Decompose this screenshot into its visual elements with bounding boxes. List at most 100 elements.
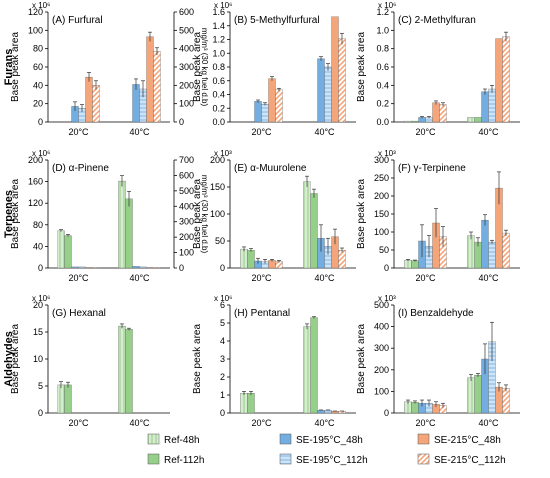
- y-tick-label: 250: [374, 173, 389, 183]
- y-tick-label: 0: [38, 117, 43, 127]
- y-tick-label: 100: [374, 227, 389, 237]
- y-tick-label: 0: [384, 408, 389, 418]
- bar: [474, 117, 482, 123]
- y-tick-label: 5: [220, 318, 225, 328]
- y-tick-label: 80: [33, 44, 43, 54]
- axis-multiplier: x 10⁶: [32, 149, 50, 158]
- bar: [153, 267, 161, 269]
- bar: [331, 16, 339, 123]
- bar: [439, 104, 447, 123]
- row-label: Terpenes: [3, 190, 15, 238]
- bar: [502, 36, 510, 123]
- panel-6: 0 5 10 15 20x 10⁶ Base peak area 20°C 40°C (G) H…: [10, 294, 170, 428]
- axis-multiplier: x 10³: [214, 149, 232, 158]
- y2-axis-label: mg/m³ (30 kg fuel d.b): [200, 175, 209, 254]
- y-tick-label: 0.8: [212, 62, 225, 72]
- bar: [85, 76, 93, 123]
- bar: [317, 58, 325, 123]
- y-tick-label: 400: [374, 322, 389, 332]
- x-tick-label: 40°C: [478, 273, 499, 283]
- x-tick-label: 40°C: [478, 127, 499, 137]
- y-tick-label: 10: [33, 354, 43, 364]
- axis-multiplier: x 10³: [378, 149, 396, 158]
- x-tick-label: 20°C: [415, 127, 436, 137]
- bar: [474, 375, 482, 414]
- x-tick-label: 40°C: [478, 418, 499, 428]
- x-tick-label: 40°C: [129, 127, 150, 137]
- y-tick-label: 200: [374, 191, 389, 201]
- y2-tick-label: 400: [179, 44, 194, 54]
- bar: [488, 88, 496, 123]
- bar: [118, 180, 126, 269]
- bar: [411, 402, 419, 414]
- legend-swatch: [279, 433, 292, 445]
- bar: [118, 325, 126, 414]
- bar: [254, 101, 262, 123]
- y-tick-label: 0: [384, 263, 389, 273]
- y2-tick-label: 400: [179, 201, 194, 211]
- bar: [247, 393, 255, 414]
- y-tick-label: 0.6: [212, 76, 225, 86]
- bar: [78, 266, 86, 269]
- row-label: Furans: [3, 49, 15, 86]
- y-tick-label: 15: [33, 327, 43, 337]
- y2-tick-label: 0: [179, 263, 184, 273]
- y-axis-label: Base peak area: [356, 179, 367, 249]
- bar: [303, 326, 311, 414]
- bar: [404, 120, 412, 123]
- bar: [146, 36, 154, 123]
- panel-title: (A) Furfural: [52, 15, 103, 26]
- y-tick-label: 200: [374, 365, 389, 375]
- y-tick-label: 300: [374, 343, 389, 353]
- y2-tick-label: 300: [179, 217, 194, 227]
- axis-multiplier: x 10⁶: [378, 1, 396, 10]
- y-tick-label: 160: [28, 177, 43, 187]
- x-tick-label: 20°C: [68, 418, 89, 428]
- y-tick-label: 50: [379, 245, 389, 255]
- bar: [139, 266, 147, 269]
- x-tick-label: 20°C: [415, 273, 436, 283]
- bar: [488, 241, 496, 269]
- bar: [146, 267, 154, 269]
- bar: [92, 267, 100, 269]
- y2-tick-label: 100: [179, 99, 194, 109]
- bar: [125, 198, 133, 269]
- y-tick-label: 0.0: [212, 117, 225, 127]
- y-tick-label: 1.2: [212, 35, 225, 45]
- bar: [310, 193, 318, 269]
- row-label: Aldehydes: [3, 331, 15, 387]
- axis-multiplier: x 10³: [378, 294, 396, 303]
- x-tick-label: 40°C: [314, 418, 335, 428]
- x-tick-label: 20°C: [68, 273, 89, 283]
- bar: [132, 266, 140, 269]
- y-tick-label: 0.4: [212, 90, 225, 100]
- y-tick-label: 6: [220, 300, 225, 310]
- y2-tick-label: 700: [179, 155, 194, 165]
- axis-multiplier: x 10⁶: [214, 294, 232, 303]
- y-tick-label: 1.2: [376, 7, 389, 17]
- x-tick-label: 20°C: [251, 273, 272, 283]
- legend-swatch: [147, 433, 160, 445]
- bar: [324, 66, 332, 123]
- panel-1: 0.0 0.2 0.4 0.6 0.8 1.0 1.2 1.4 1.6x 10⁶ Base pea…: [192, 1, 356, 137]
- bar: [467, 117, 475, 123]
- y-tick-label: 500: [374, 300, 389, 310]
- y-tick-label: 0.8: [376, 44, 389, 54]
- row-labels: Furans Terpenes Aldehydes: [3, 49, 15, 387]
- panel-title: (H) Pentanal: [234, 308, 290, 319]
- y2-tick-label: 600: [179, 7, 194, 17]
- bar: [64, 384, 72, 414]
- y-axis-label: Base peak area: [10, 324, 21, 394]
- axis-multiplier: x 10⁶: [32, 1, 50, 10]
- x-tick-label: 20°C: [251, 418, 272, 428]
- bar: [502, 232, 510, 269]
- y-tick-label: 0: [220, 408, 225, 418]
- bar: [331, 411, 339, 414]
- y2-tick-label: 200: [179, 80, 194, 90]
- bar: [261, 103, 269, 123]
